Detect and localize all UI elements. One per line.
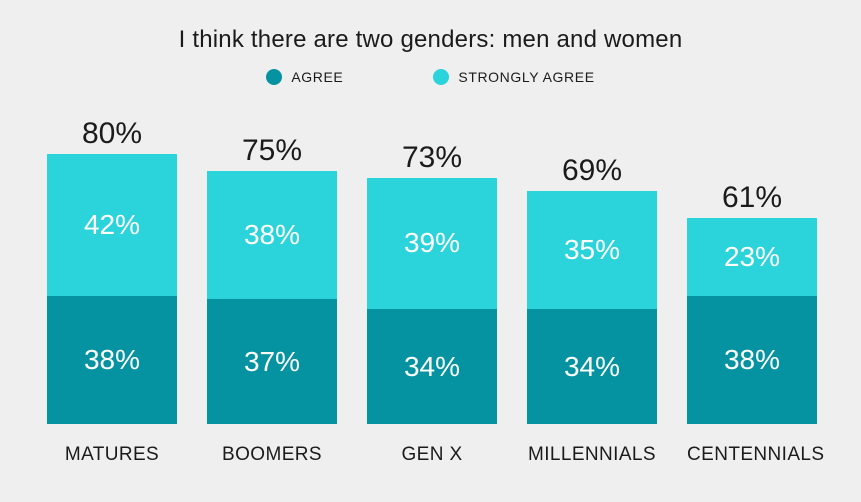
category-label: MILLENNIALS: [528, 444, 656, 465]
total-label: 69%: [561, 154, 623, 188]
segment-agree: 38%: [687, 295, 817, 424]
segment-strongly-agree-value: 39%: [403, 227, 461, 259]
bar-stack: 39% 34%: [367, 177, 497, 424]
bars-row: 80% 42% 38% 75% 38% 37% 73% 39% 34% 69% 35% 34% 61% 2…: [47, 117, 817, 424]
legend-label-strongly-agree: STRONGLY AGREE: [458, 69, 595, 85]
category-label: CENTENNIALS: [687, 444, 825, 465]
segment-strongly-agree-value: 23%: [723, 240, 781, 272]
total-label: 61%: [721, 181, 783, 215]
bar-stack: 38% 37%: [207, 170, 337, 424]
chart-title: I think there are two genders: men and w…: [178, 26, 683, 53]
legend-item-strongly-agree: STRONGLY AGREE: [433, 69, 594, 85]
segment-agree: 34%: [527, 309, 657, 424]
total-label: 73%: [401, 140, 463, 174]
segment-strongly-agree: 42%: [47, 154, 177, 296]
bar-stack: 35% 34%: [527, 191, 657, 424]
bar-group: 80% 42% 38%: [47, 117, 177, 424]
segment-strongly-agree: 39%: [367, 177, 497, 310]
segment-agree-value: 38%: [723, 343, 781, 375]
segment-agree: 34%: [367, 309, 497, 424]
segment-strongly-agree-value: 42%: [83, 208, 141, 240]
segment-strongly-agree-value: 35%: [563, 234, 621, 266]
category-labels-row: MATURES BOOMERS GEN X MILLENNIALS CENTENNIAL…: [47, 444, 825, 466]
bar-group: 61% 23% 38%: [687, 181, 817, 424]
legend-item-agree: AGREE: [266, 69, 343, 85]
agree-swatch-icon: [266, 69, 283, 85]
segment-agree: 37%: [207, 299, 337, 424]
bar-stack: 42% 38%: [47, 154, 177, 424]
segment-agree-value: 37%: [243, 345, 301, 377]
segment-strongly-agree-value: 38%: [243, 219, 301, 250]
segment-strongly-agree: 35%: [527, 191, 657, 310]
legend-label-agree: AGREE: [291, 69, 344, 85]
segment-agree-value: 34%: [563, 350, 621, 382]
segment-strongly-agree: 38%: [207, 170, 337, 300]
strongly-agree-swatch-icon: [433, 69, 450, 85]
bar-group: 69% 35% 34%: [527, 154, 657, 424]
category-label: GEN X: [401, 444, 463, 465]
segment-agree-value: 38%: [83, 343, 141, 375]
total-label: 80%: [81, 117, 143, 150]
segment-agree-value: 34%: [403, 350, 461, 382]
segment-agree: 38%: [47, 295, 177, 424]
total-label: 75%: [241, 133, 303, 167]
bar-group: 73% 39% 34%: [367, 141, 497, 424]
legend: AGREE STRONGLY AGREE: [0, 69, 861, 85]
category-label: BOOMERS: [222, 444, 322, 465]
bar-stack: 23% 38%: [687, 218, 817, 424]
bar-group: 75% 38% 37%: [207, 134, 337, 424]
segment-strongly-agree: 23%: [687, 218, 817, 296]
category-label: MATURES: [64, 444, 160, 465]
